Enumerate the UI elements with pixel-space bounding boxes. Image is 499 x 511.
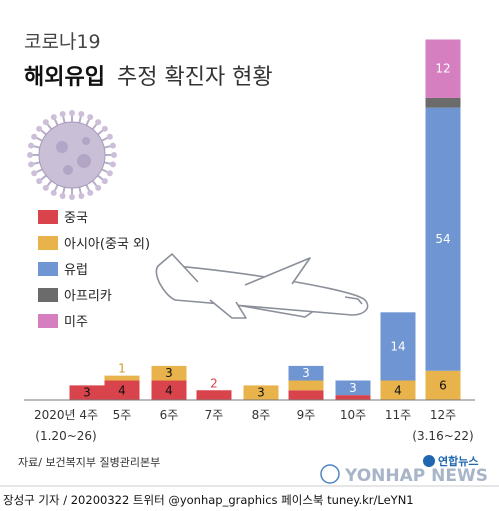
virus-spike-tip: [59, 111, 66, 118]
bar-segment: [335, 395, 371, 400]
bar-segment: [288, 390, 324, 400]
tick-label: 8주: [252, 408, 271, 422]
virus-spike-tip: [106, 170, 113, 177]
tick-sublabel: (3.16~22): [412, 429, 473, 443]
data-label: 3: [302, 366, 310, 380]
data-label: 4: [394, 383, 402, 397]
legend-swatch: [38, 210, 58, 224]
legend-label: 중국: [64, 211, 88, 226]
data-label: 6: [439, 378, 447, 392]
tick-label: 11주: [385, 408, 411, 422]
bar-segment: [288, 365, 324, 381]
bar-segment: [425, 370, 461, 400]
bar-segment: [104, 380, 140, 400]
data-label: 4: [165, 383, 173, 397]
virus-spike-tip: [42, 119, 49, 126]
data-label: 4: [118, 383, 126, 397]
virus-spike-tip: [109, 142, 116, 149]
virus-spike-tip: [87, 189, 94, 196]
virus-spike-tip: [101, 178, 108, 185]
virus-spike-tip: [111, 152, 117, 158]
chart-title-bold: 해외유입: [24, 65, 105, 90]
yonhap-logo-icon: [423, 455, 435, 467]
virus-spike-tip: [50, 189, 57, 196]
bar-segment: [425, 97, 461, 108]
bar-segment: [243, 385, 279, 400]
tick-label: 6주: [160, 408, 179, 422]
legend-swatch: [38, 314, 58, 328]
data-label: 1: [118, 362, 126, 376]
chart-subtitle: 코로나19: [24, 31, 101, 53]
virus-spike-tip: [31, 133, 38, 140]
data-label: 14: [390, 339, 405, 353]
bar-segment: [104, 375, 140, 381]
virus-spike-tip: [59, 192, 66, 199]
virus-spike-tip: [101, 125, 108, 132]
data-label: 54: [435, 232, 450, 246]
tick-sublabel: (1.20~26): [35, 429, 96, 443]
virus-spike-tip: [69, 194, 75, 200]
tick-label: 10주: [340, 408, 366, 422]
bar-segment: [196, 390, 232, 400]
legend-label: 아프리카: [64, 289, 112, 304]
virus-illustration: [27, 110, 117, 200]
bar-segment: [151, 380, 187, 400]
virus-spike-tip: [36, 178, 43, 185]
virus-spike-tip: [31, 170, 38, 177]
virus-spike-tip: [42, 184, 49, 191]
bar-segment: [380, 380, 416, 400]
legend-swatch: [38, 262, 58, 276]
credit-text: 장성구 기자 / 20200322 트위터 @yonhap_graphics 페…: [3, 493, 414, 507]
data-label: 12: [435, 62, 450, 76]
x-axis-ticks: 2020년 4주 (1.20~26) 5주 6주 7주 8주 9주 10주 11주 12주 (3.1…: [34, 408, 474, 443]
virus-spike-tip: [28, 161, 35, 168]
bar-segment: [425, 39, 461, 98]
virus-spike-tip: [50, 114, 57, 121]
bar-segment: [288, 380, 324, 391]
virus-spike-tip: [95, 184, 102, 191]
data-label: 3: [257, 386, 265, 400]
legend-label: 미주: [64, 315, 88, 330]
tick-label: 7주: [205, 408, 224, 422]
watermark-text: YONHAP NEWS: [344, 466, 488, 486]
watermark: YONHAP NEWS 연합뉴스: [320, 454, 488, 486]
bar-segment: [69, 385, 105, 400]
virus-spike-tip: [87, 114, 94, 121]
data-label: 2: [210, 376, 218, 390]
legend-label: 아시아(중국 외): [64, 237, 150, 252]
virus-spike-tip: [95, 119, 102, 126]
tick-label: 12주: [430, 408, 456, 422]
tick-label: 5주: [113, 408, 132, 422]
chart-bars: 341432322313414654212: [69, 39, 461, 400]
airplane-illustration: [155, 253, 369, 319]
bar-segment: [380, 312, 416, 381]
data-label: 3: [165, 366, 173, 380]
virus-spike-tip: [109, 161, 116, 168]
bar-segment: [335, 380, 371, 396]
chart-title-rest: 추정 확진자 현황: [117, 65, 273, 90]
tick-label: 2020년 4주: [34, 408, 98, 422]
bar-segment: [425, 107, 461, 371]
virus-spike-tip: [106, 133, 113, 140]
virus-spike-tip: [36, 125, 43, 132]
source-text: 자료/ 보건복지부 질병관리본부: [18, 456, 160, 469]
legend-swatch: [38, 236, 58, 250]
virus-spike-tip: [78, 192, 85, 199]
tick-label: 9주: [297, 408, 316, 422]
virus-spike-tip: [78, 111, 85, 118]
virus-spike-tip: [28, 142, 35, 149]
virus-spike-tip: [69, 110, 75, 116]
bar-segment: [151, 365, 187, 381]
data-label: 3: [83, 386, 91, 400]
virus-spike-tip: [27, 152, 33, 158]
legend-swatch: [38, 288, 58, 302]
data-label: 3: [349, 381, 357, 395]
watermark-brand: 연합뉴스: [438, 454, 478, 468]
legend-label: 유럽: [64, 263, 88, 278]
